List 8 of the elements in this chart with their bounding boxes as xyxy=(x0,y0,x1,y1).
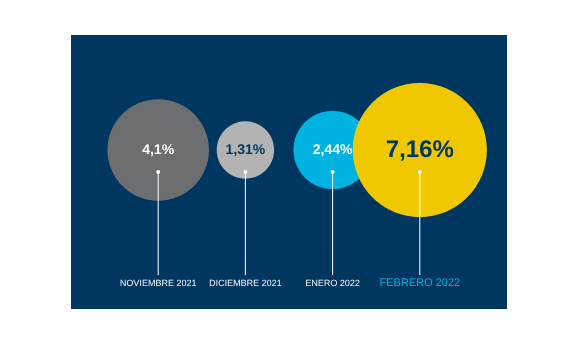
category-label: FEBRERO 2022 xyxy=(379,277,460,289)
category-label: ENERO 2022 xyxy=(305,278,360,288)
category-label: NOVIEMBRE 2021 xyxy=(120,278,196,288)
data-label: 1,31% xyxy=(226,141,266,157)
data-label: 7,16% xyxy=(386,136,454,163)
data-label: 2,44% xyxy=(312,141,353,157)
data-label: 4,1% xyxy=(142,141,175,157)
category-label: DICIEMBRE 2021 xyxy=(209,278,282,288)
